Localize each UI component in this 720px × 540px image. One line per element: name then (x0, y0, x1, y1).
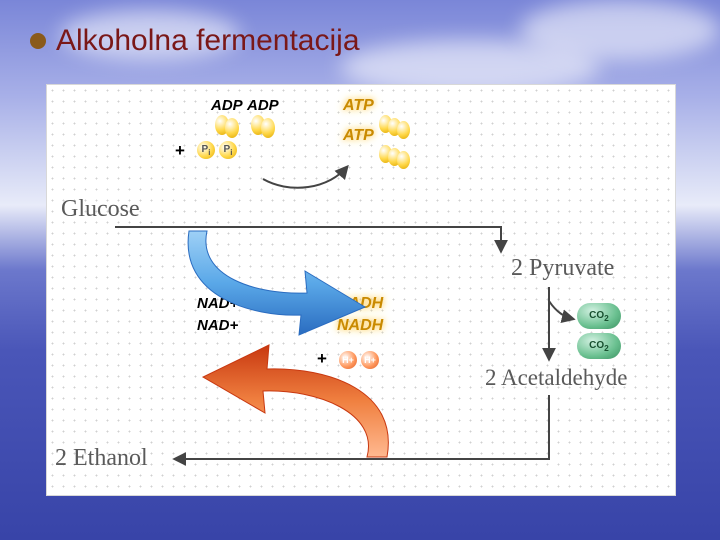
co2-text: CO (589, 340, 604, 351)
label-glucose: Glucose (61, 196, 140, 223)
slide-title: Alkoholna fermentacija (56, 24, 360, 58)
adp-molecule-icon (225, 118, 239, 138)
co2-sub: 2 (604, 343, 609, 353)
label-nadh: NADH (337, 295, 383, 313)
co2-sub: 2 (604, 313, 609, 323)
plus-icon: + (317, 349, 327, 369)
bullet-icon (30, 33, 46, 49)
arrow-glucose-to-pyruvate (115, 227, 501, 251)
label-acetaldehyde: 2 Acetaldehyde (485, 365, 627, 391)
co2-text: CO (589, 310, 604, 321)
pi-sub: i (208, 148, 210, 157)
hplus-icon: H+ (339, 351, 357, 369)
slide-title-row: Alkoholna fermentacija (30, 24, 360, 58)
arrows-svg (47, 85, 675, 495)
arrow-to-co2 (549, 301, 573, 319)
pi-icon: Pi (219, 141, 237, 159)
pi-sub: i (230, 148, 232, 157)
label-ethanol: 2 Ethanol (55, 445, 148, 472)
label-nad: NAD+ (197, 317, 238, 334)
diagram-panel: Glucose 2 Pyruvate 2 Acetaldehyde 2 Etha… (46, 84, 676, 496)
arrow-acetaldehyde-down (481, 395, 549, 459)
cloud-decor (520, 0, 720, 60)
label-adp: ADP (247, 97, 279, 114)
hplus-icon: H+ (361, 351, 379, 369)
arrow-adp-to-atp (263, 167, 347, 188)
co2-icon: CO2 (577, 333, 621, 359)
adp-molecule-icon (261, 118, 275, 138)
label-adp: ADP (211, 97, 243, 114)
atp-molecule-icon (397, 121, 410, 139)
label-pyruvate: 2 Pyruvate (511, 255, 614, 282)
label-nad: NAD+ (197, 295, 238, 312)
atp-molecule-icon (397, 151, 410, 169)
label-atp: ATP (343, 97, 374, 115)
label-nadh: NADH (337, 317, 383, 335)
pi-icon: Pi (197, 141, 215, 159)
co2-icon: CO2 (577, 303, 621, 329)
plus-icon: + (175, 141, 185, 161)
label-atp: ATP (343, 127, 374, 145)
